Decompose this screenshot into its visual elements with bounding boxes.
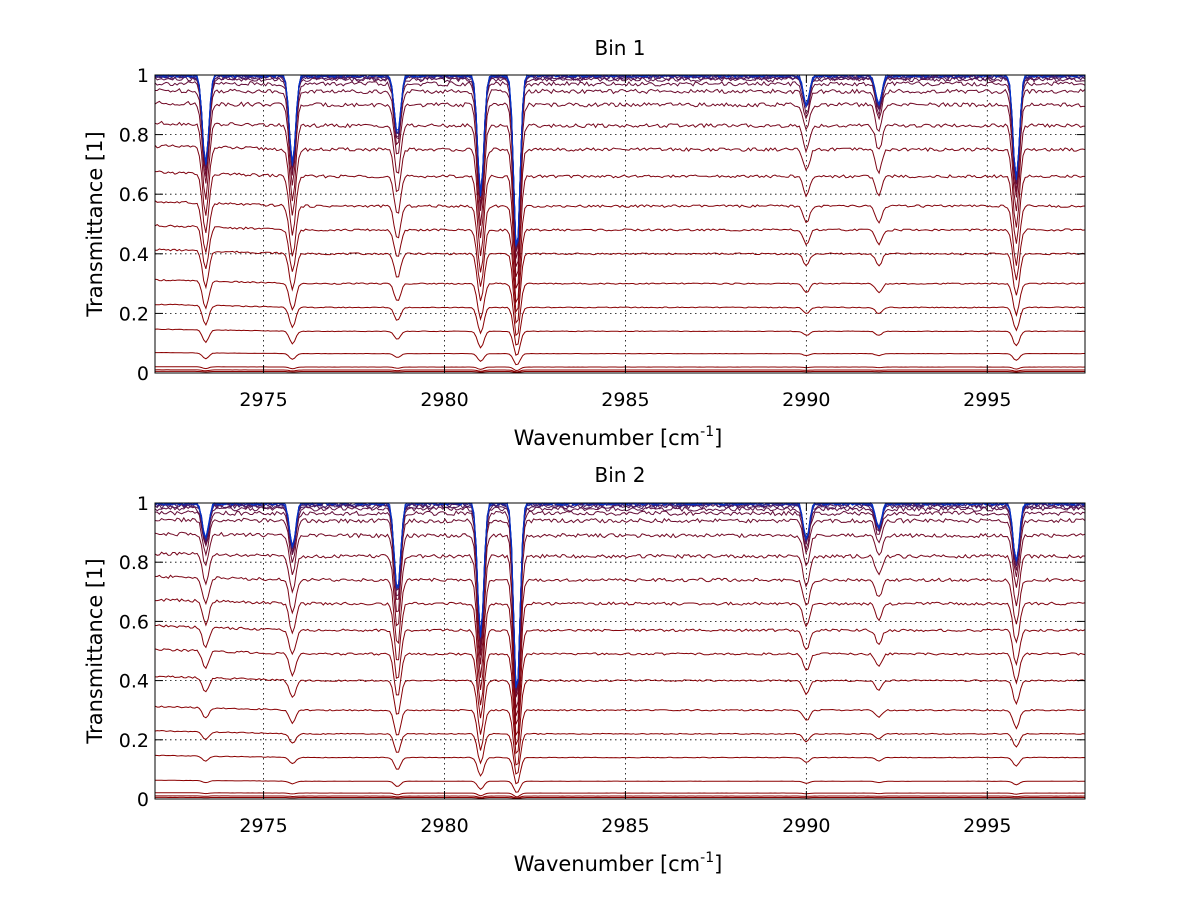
y-tick-label: 0.4	[119, 244, 149, 266]
series-line	[154, 505, 1086, 691]
series-line	[154, 675, 1086, 755]
x-axis-label-sup: -1	[700, 424, 714, 440]
series-line	[154, 369, 1085, 373]
series-line	[154, 624, 1086, 737]
axes-frame	[154, 74, 1086, 374]
x-axis-label-end: ]	[714, 426, 722, 450]
series-line	[155, 370, 1085, 373]
series-line	[155, 795, 1086, 799]
series-line	[154, 200, 1086, 304]
series-line	[154, 729, 1086, 775]
series-line	[155, 796, 1085, 799]
series-line	[154, 516, 1086, 696]
series-line	[154, 754, 1086, 785]
y-tick-label: 0.8	[119, 552, 149, 574]
series-line	[154, 80, 1086, 249]
x-tick-label: 2995	[963, 815, 1011, 837]
x-axis-label: Wavenumber [cm-1]	[514, 424, 723, 450]
series-line	[154, 705, 1086, 766]
y-tick-label: 0.2	[119, 303, 149, 325]
series-line	[154, 120, 1086, 267]
series-line	[155, 170, 1085, 289]
series-line	[155, 351, 1085, 366]
x-tick-label: 2975	[239, 389, 287, 411]
series-line	[154, 100, 1085, 259]
series-line	[154, 648, 1086, 746]
y-tick-label: 0.4	[119, 671, 149, 693]
x-tick-label: 2980	[420, 389, 468, 411]
y-tick-label: 0.6	[119, 184, 149, 206]
x-tick-label: 2975	[239, 815, 287, 837]
x-axis-label-sup: -1	[700, 850, 714, 866]
chart-title: Bin 1	[594, 36, 645, 60]
y-tick-label: 0	[137, 363, 149, 385]
x-tick-label: 2990	[782, 815, 830, 837]
x-tick-label: 2980	[420, 815, 468, 837]
series-line	[154, 503, 1086, 690]
x-tick-label: 2995	[963, 389, 1011, 411]
series-line	[154, 531, 1086, 698]
series-line	[154, 248, 1086, 325]
series-line	[154, 223, 1086, 314]
series-line	[154, 278, 1086, 337]
y-tick-label: 0	[137, 789, 149, 811]
x-tick-label: 2985	[601, 389, 649, 411]
y-tick-label: 1	[137, 493, 149, 515]
series-line	[155, 303, 1086, 346]
series-line	[155, 598, 1086, 725]
series-line	[154, 328, 1086, 356]
tick-group: 2975 2980 2985 2990 2995 0 0.2 0.4 0.6 0.8 1	[119, 65, 1085, 411]
x-axis-label: Wavenumber [cm-1]	[514, 850, 723, 876]
axes-frame	[154, 502, 1086, 800]
x-axis-label-main: Wavenumber [cm	[514, 426, 700, 450]
y-axis-label: Transmittance [1]	[83, 131, 107, 317]
series-line	[155, 510, 1086, 692]
series-line	[154, 144, 1086, 277]
series-line	[154, 551, 1086, 709]
series-line	[155, 792, 1086, 798]
x-axis-label-main: Wavenumber [cm	[514, 852, 700, 876]
x-tick-label: 2990	[782, 389, 830, 411]
y-tick-label: 0.8	[119, 125, 149, 147]
x-tick-label: 2985	[601, 815, 649, 837]
chart-panel-bin-2: Bin 2 2975 2980 2985 2990 2995 0 0.2 0.4 0.6 0.8 1…	[83, 463, 1086, 876]
y-tick-label: 0.6	[119, 611, 149, 633]
x-axis-label-end: ]	[714, 852, 722, 876]
y-axis-label: Transmittance [1]	[83, 558, 107, 744]
tick-group: 2975 2980 2985 2990 2995 0 0.2 0.4 0.6 0.8 1	[119, 493, 1085, 837]
series-line	[154, 574, 1086, 717]
y-tick-label: 0.2	[119, 730, 149, 752]
series-line	[155, 88, 1086, 253]
series-line	[155, 366, 1086, 372]
series-line	[154, 779, 1086, 793]
plot-area	[155, 503, 1085, 799]
y-tick-label: 1	[137, 65, 149, 87]
chart-panel-bin-1: Bin 1 2975 2980 2985 2990 2995 0 0.2 0.4 0.6 0.8 1…	[83, 36, 1086, 450]
chart-title: Bin 2	[594, 463, 645, 487]
